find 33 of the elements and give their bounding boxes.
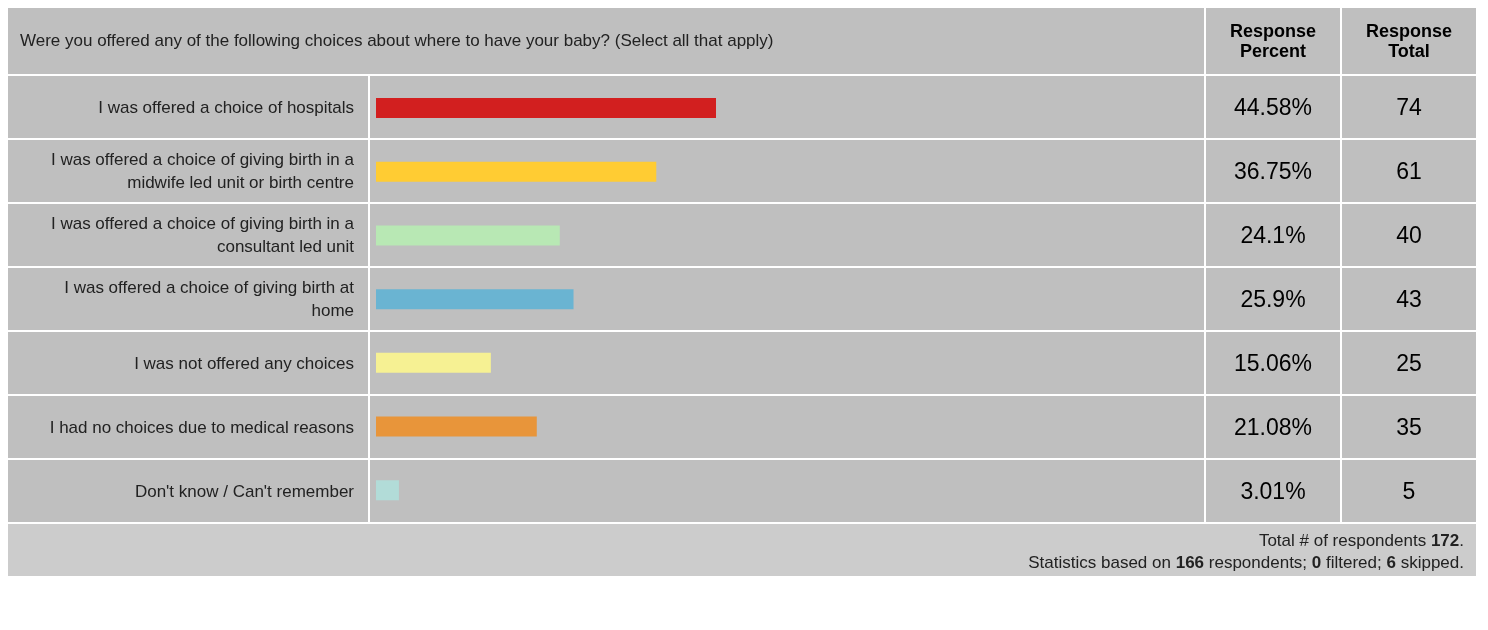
bar [376, 161, 657, 182]
text: 25 [1342, 332, 1476, 394]
bar [376, 98, 716, 118]
y-tick-label: I had no choices due to medical reasons [8, 396, 368, 458]
data-label: 21.08% [1206, 396, 1340, 458]
chart-title: Were you offered any of the following choices about where to have your baby? (Select all that apply) [8, 8, 1204, 74]
bar [376, 289, 574, 310]
data-label: 3.01% [1206, 460, 1340, 522]
text: 5 [1342, 460, 1476, 522]
text: 74 [1342, 76, 1476, 138]
data-label: 25.9% [1206, 268, 1340, 330]
y-tick-label: I was offered a choice of giving birth in a consultant led unit [8, 204, 368, 266]
text: 40 [1342, 204, 1476, 266]
text: 61 [1342, 140, 1476, 202]
text: Response Total [1342, 8, 1476, 74]
data-label: 15.06% [1206, 332, 1340, 394]
y-tick-label: I was offered a choice of giving birth in a midwife led unit or birth centre [8, 140, 368, 202]
text: Total # of respondents 172. [1258, 531, 1464, 550]
y-tick-label: I was offered a choice of giving birth at home [8, 268, 368, 330]
y-tick-label: I was offered a choice of hospitals [8, 76, 368, 138]
text: 43 [1342, 268, 1476, 330]
bar [376, 352, 491, 373]
text: Statistics based on 166 respondents; 0 filtered; 6 skipped. [1028, 553, 1464, 572]
bar [376, 225, 560, 246]
data-label: 44.58% [1206, 76, 1340, 138]
y-tick-label: I was not offered any choices [8, 332, 368, 394]
text: 35 [1342, 396, 1476, 458]
bar [376, 480, 399, 501]
y-tick-label: Don't know / Can't remember [8, 460, 368, 522]
data-label: 24.1% [1206, 204, 1340, 266]
text: Response Percent [1206, 8, 1340, 74]
data-label: 36.75% [1206, 140, 1340, 202]
bar [376, 416, 537, 437]
